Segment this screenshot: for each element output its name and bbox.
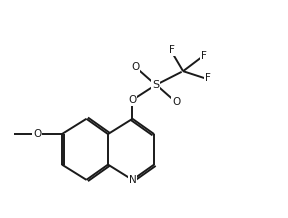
Text: N: N xyxy=(129,175,136,185)
Text: F: F xyxy=(201,51,206,61)
Text: O: O xyxy=(33,129,41,139)
Text: O: O xyxy=(131,62,139,72)
Text: O: O xyxy=(128,95,137,105)
Text: O: O xyxy=(172,97,180,107)
Text: S: S xyxy=(152,80,159,90)
Text: F: F xyxy=(169,46,175,55)
Text: F: F xyxy=(205,73,211,83)
